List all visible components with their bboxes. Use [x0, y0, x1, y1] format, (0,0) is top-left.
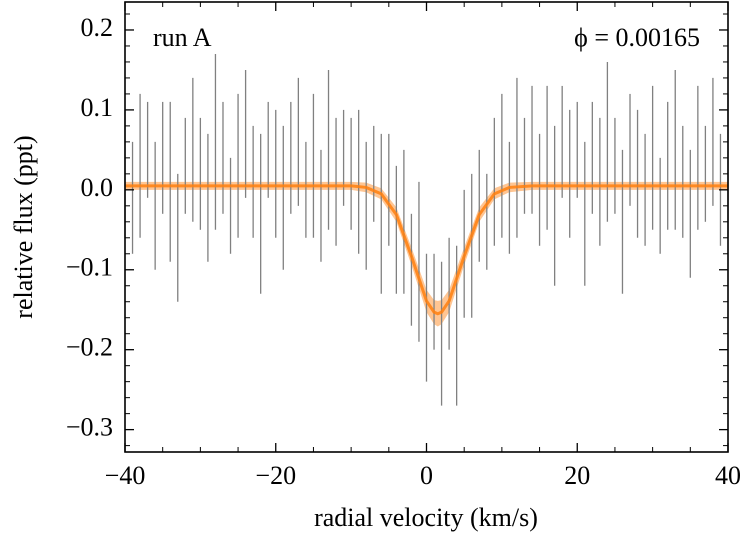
y-axis-title: relative flux (ppt): [9, 135, 38, 318]
x-tick-label: −20: [255, 461, 296, 490]
annotation: run A: [153, 23, 212, 52]
y-tick-label: 0.2: [81, 13, 114, 42]
y-tick-label: 0.0: [81, 173, 114, 202]
x-tick-label: 40: [715, 461, 741, 490]
y-tick-label: 0.1: [81, 93, 114, 122]
annotation: ϕ = 0.00165: [574, 23, 700, 52]
x-tick-label: −40: [105, 461, 146, 490]
x-tick-label: 20: [564, 461, 590, 490]
model-line: [125, 184, 728, 316]
x-axis-title: radial velocity (km/s): [314, 503, 538, 532]
y-tick-label: −0.3: [66, 413, 113, 442]
y-tick-label: −0.2: [66, 333, 113, 362]
y-tick-label: −0.1: [66, 253, 113, 282]
x-tick-label: 0: [420, 461, 433, 490]
